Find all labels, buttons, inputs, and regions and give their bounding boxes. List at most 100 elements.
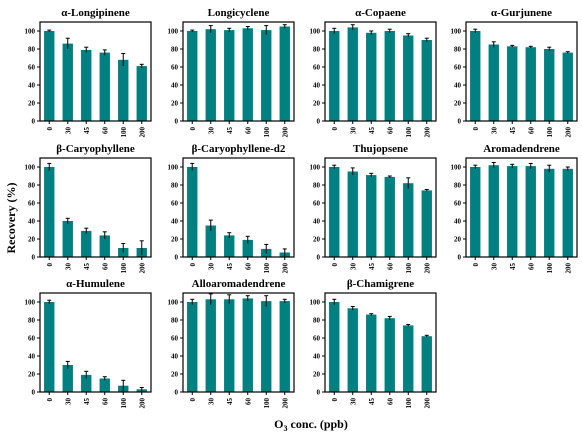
y-axis-label: Recovery (%)	[4, 183, 18, 254]
panel-4: β-Caryophyllene 0 20 40 60 80 100 0 30 45 60 100 200	[25, 143, 152, 274]
y-tick-label: 0	[317, 389, 321, 397]
y-tick-label: 20	[454, 100, 462, 108]
x-tick-label: 60	[386, 127, 394, 135]
bar	[99, 378, 110, 392]
y-tick-label: 20	[454, 236, 462, 244]
y-tick-label: 40	[313, 353, 321, 361]
y-tick-label: 0	[32, 254, 36, 262]
bar	[44, 167, 55, 257]
bar	[384, 176, 395, 257]
y-tick-label: 40	[313, 218, 321, 226]
x-tick-label: 60	[244, 127, 252, 135]
y-tick-label: 80	[171, 182, 179, 190]
panel-frame	[39, 292, 152, 393]
y-tick-label: 80	[28, 46, 36, 54]
y-tick-label: 40	[454, 218, 462, 226]
bar	[242, 298, 253, 392]
bar	[81, 49, 92, 121]
bar	[224, 30, 235, 122]
y-tick-label: 100	[25, 164, 36, 172]
y-tick-label: 40	[454, 82, 462, 90]
bar	[62, 221, 73, 257]
x-axis-label-subscript: 3	[284, 424, 288, 433]
y-tick-label: 0	[458, 118, 462, 126]
panel-7: Aromadendrene 0 20 40 60 80 100 0 30 45 60 100 200	[451, 143, 578, 274]
y-tick-label: 60	[171, 200, 179, 208]
panel-frame	[39, 157, 152, 258]
y-tick-label: 0	[175, 389, 179, 397]
bar	[347, 308, 358, 392]
panel-0: α-Longipinene 0 20 40 60 80 100 0 30 45 60 100 200	[25, 7, 152, 138]
y-tick-label: 100	[25, 299, 36, 307]
bar	[525, 166, 536, 257]
x-tick-label: 100	[120, 263, 128, 274]
x-tick-label: 200	[281, 263, 289, 274]
bar	[384, 31, 395, 121]
y-tick-label: 60	[454, 200, 462, 208]
y-tick-label: 60	[313, 64, 321, 72]
panel-frame	[465, 157, 578, 258]
panel-title: β-Caryophyllene	[56, 143, 135, 155]
x-tick-label: 30	[64, 127, 72, 135]
panel-frame	[39, 21, 152, 122]
x-tick-label: 45	[226, 127, 234, 135]
x-axis-label-suffix: conc. (ppb)	[288, 417, 348, 431]
bar	[421, 336, 432, 392]
bar	[224, 235, 235, 257]
y-tick-label: 20	[28, 371, 36, 379]
x-tick-label: 100	[546, 127, 554, 138]
x-tick-label: 100	[405, 127, 413, 138]
x-tick-label: 45	[83, 398, 91, 406]
x-tick-label: 30	[207, 127, 215, 135]
bar	[507, 166, 518, 257]
y-tick-label: 80	[313, 317, 321, 325]
bar	[403, 35, 414, 121]
bar	[403, 325, 414, 392]
y-tick-label: 100	[310, 28, 321, 36]
y-tick-label: 60	[171, 64, 179, 72]
panel-1: Longicyclene 0 20 40 60 80 100 0 30 45 60 100 200	[168, 7, 295, 138]
bar	[470, 31, 481, 121]
y-tick-label: 80	[28, 317, 36, 325]
x-tick-label: 0	[331, 398, 339, 402]
bar	[62, 365, 73, 392]
bar	[562, 52, 573, 121]
x-tick-label: 200	[564, 263, 572, 274]
y-tick-label: 20	[171, 100, 179, 108]
x-tick-label: 45	[368, 127, 376, 135]
bar	[99, 52, 110, 121]
bar	[329, 31, 340, 121]
bar	[329, 302, 340, 392]
x-tick-label: 60	[527, 263, 535, 271]
x-tick-label: 0	[46, 398, 54, 402]
bar	[44, 31, 55, 121]
x-tick-label: 100	[263, 127, 271, 138]
y-tick-label: 100	[168, 28, 179, 36]
x-tick-label: 60	[244, 398, 252, 406]
x-tick-label: 0	[46, 127, 54, 131]
y-tick-label: 80	[28, 182, 36, 190]
x-tick-label: 30	[490, 127, 498, 135]
bar	[136, 66, 147, 121]
y-tick-label: 60	[28, 335, 36, 343]
panel-title: α-Longipinene	[61, 7, 130, 19]
bar	[279, 26, 290, 121]
x-tick-label: 60	[244, 263, 252, 271]
panel-frame	[324, 292, 437, 393]
bar	[205, 29, 216, 122]
x-tick-label: 200	[138, 127, 146, 138]
x-tick-label: 45	[226, 398, 234, 406]
bar	[403, 183, 414, 257]
bar	[329, 167, 340, 257]
x-tick-label: 30	[490, 263, 498, 271]
x-tick-label: 200	[138, 263, 146, 274]
x-tick-label: 60	[527, 127, 535, 135]
panel-title: β-Chamigrene	[347, 278, 414, 290]
bar	[507, 46, 518, 121]
y-tick-label: 80	[454, 182, 462, 190]
y-tick-label: 40	[28, 353, 36, 361]
panel-title: Alloaromadendrene	[192, 278, 286, 290]
panel-title: Aromadendrene	[483, 143, 560, 155]
y-tick-label: 40	[313, 82, 321, 90]
x-tick-label: 100	[546, 263, 554, 274]
